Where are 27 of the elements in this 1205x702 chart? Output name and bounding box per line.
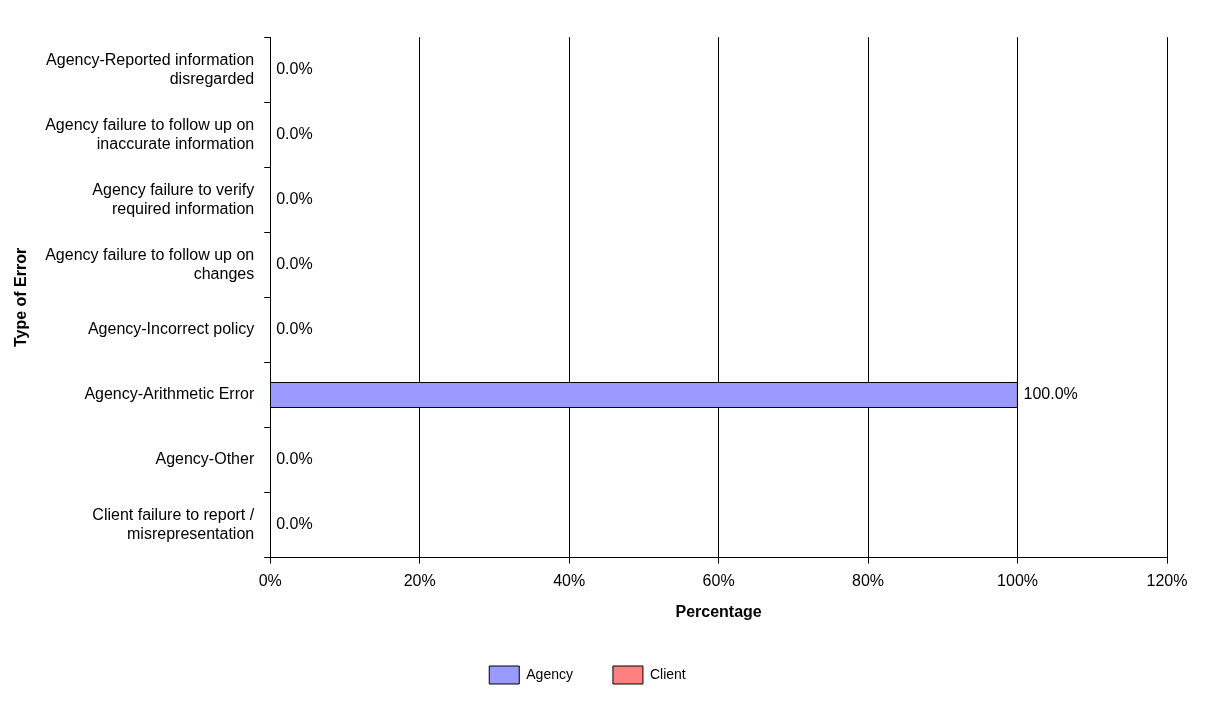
y-tick-label: Agency failure to follow up on changes — [45, 245, 255, 282]
data-label: 0.0% — [276, 190, 313, 208]
x-tick-label: 20% — [403, 571, 436, 589]
y-tick-label: Agency-Reported information disregarded — [46, 50, 255, 87]
legend-label: Agency — [526, 665, 573, 682]
y-axis-title: Type of Error — [12, 247, 30, 348]
y-tick-label: Agency-Other — [155, 450, 255, 468]
data-label: 0.0% — [276, 60, 313, 78]
y-tick-label: Agency failure to verify required information — [92, 180, 255, 217]
x-tick-label: 0% — [258, 571, 282, 589]
data-label: 100.0% — [1023, 385, 1078, 403]
y-tick-label: Client failure to report / misrepresentation — [92, 505, 255, 543]
x-tick-label: 80% — [852, 571, 885, 589]
y-tick-label: Agency-Arithmetic Error — [84, 385, 255, 403]
legend-label: Client — [649, 665, 686, 682]
x-tick-label: 60% — [702, 571, 735, 589]
data-label: 0.0% — [276, 515, 313, 533]
y-tick-label: Agency failure to follow up on inaccurate information — [45, 115, 255, 152]
y-tick-label: Agency-Incorrect policy — [87, 320, 255, 338]
x-tick-label: 100% — [997, 571, 1038, 589]
data-label: 0.0% — [276, 125, 313, 143]
data-label: 0.0% — [276, 320, 313, 338]
x-axis-title: Percentage — [675, 602, 762, 620]
x-tick-label: 120% — [1146, 571, 1188, 589]
data-label: 0.0% — [276, 450, 313, 468]
data-label: 0.0% — [276, 255, 313, 273]
x-tick-label: 40% — [553, 571, 586, 589]
